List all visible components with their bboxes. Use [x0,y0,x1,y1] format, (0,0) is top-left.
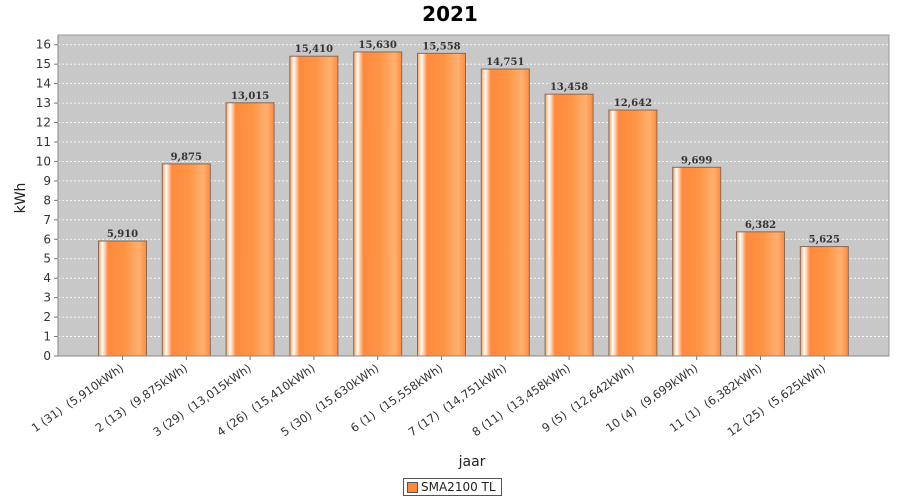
y-tick-label: 12 [36,116,51,130]
data-label: 15,558 [422,41,460,52]
y-tick-label: 1 [43,330,51,344]
bar [417,52,466,357]
bar [353,51,403,357]
data-label: 15,630 [359,40,397,51]
y-tick-label: 10 [36,154,51,168]
legend: SMA2100 TL [403,478,502,496]
data-label: 5,625 [809,235,840,246]
y-tick-label: 8 [43,193,51,207]
y-tick-label: 2 [43,310,51,324]
y-tick-label: 0 [43,349,51,363]
legend-label: SMA2100 TL [421,480,496,494]
y-tick-label: 3 [43,291,51,305]
y-tick-label: 13 [36,96,51,110]
legend-swatch [407,481,418,493]
bar [480,68,530,357]
bar [98,240,147,357]
y-tick-label: 4 [43,271,51,285]
bar [289,55,339,357]
y-tick-label: 14 [36,77,51,91]
data-label: 9,875 [171,152,202,163]
data-label: 9,699 [681,155,712,166]
data-label: 13,458 [550,82,588,93]
data-label: 15,410 [295,44,333,55]
y-tick-label: 11 [36,135,51,149]
bar [161,163,211,357]
x-axis-ticks: 1 (31) (5,910kWh)2 (13) (9,875kWh)3 (29)… [29,356,828,439]
bar [544,93,594,357]
data-label: 14,751 [486,57,524,68]
y-tick-label: 9 [43,174,51,188]
y-tick-label: 5 [43,252,51,266]
bar [608,109,658,357]
y-tick-label: 6 [43,232,51,246]
y-tick-label: 15 [36,57,51,71]
data-label: 12,642 [614,98,652,109]
x-axis-label: jaar [458,454,486,470]
bar [672,166,722,357]
bar [799,246,849,357]
y-tick-label: 7 [43,213,51,227]
data-label: 13,015 [231,91,269,102]
bar [225,102,275,357]
y-tick-label: 16 [36,38,51,52]
chart-title: 2021 [422,2,478,26]
data-label: 6,382 [745,220,776,231]
y-axis-label: kWh [13,183,29,214]
data-label: 5,910 [107,229,138,240]
bar [736,231,785,357]
bars [98,51,849,357]
value-labels: 5,910 9,875 13,015 15,410 15,630 15,558 14,751… [107,40,840,246]
